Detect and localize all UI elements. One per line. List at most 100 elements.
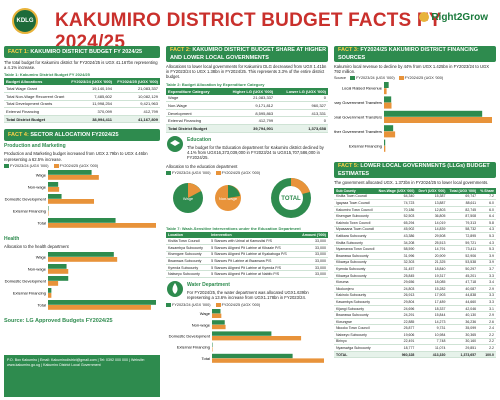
table-cell: 7.2	[478, 193, 496, 201]
table-cell: 32,303	[376, 259, 417, 267]
table-row: Kasambya Subcounty 5 Stances Aligned Pit …	[166, 244, 328, 252]
table-cell: 25,845	[376, 272, 417, 280]
education-text: The budget for the Education department …	[187, 144, 324, 160]
table-row: Total District Budget 39,794,901 1,373,658	[166, 124, 328, 133]
table-cell: 5 Stances with Urinal at Kamusiisi P/S	[209, 238, 298, 245]
table-row: Nyamarwa Town Council 58,590 14,791 73,411 5…	[334, 245, 496, 253]
table-cell: 12,803	[416, 206, 448, 214]
table-cell: 79,313	[447, 219, 479, 227]
table-cell: 35,099	[447, 324, 479, 333]
table-cell: 2.2	[478, 338, 496, 346]
wage-pie-slice	[188, 183, 201, 199]
category-label: Wage	[36, 254, 47, 259]
bar-fy2023-24-ugx-000-	[48, 217, 116, 223]
table-cell: 2.6	[478, 318, 496, 326]
legend-swatch	[398, 76, 404, 81]
table-cell: 3.9	[478, 252, 496, 260]
bar-fy2023-24-ugx-000-	[48, 181, 59, 187]
table-row: Bwanswa Subcounty 31,996 20,909 52,906 3.9	[334, 252, 496, 260]
production-text: Production and Marketing budget increase…	[4, 151, 148, 162]
table-header: % Share	[478, 187, 496, 194]
legend-source-label: Source	[334, 76, 347, 81]
table-cell: 13,887	[416, 199, 448, 207]
table-row: Non-Wage 9,171,812 960,327	[166, 101, 328, 110]
bar-fy2024-25-ugx-000-	[48, 304, 151, 310]
table-row: Wage 21,083,337 0	[166, 94, 328, 103]
pie-label: TOTAL	[281, 196, 301, 202]
table-cell: 18,840	[416, 265, 448, 273]
bar-fy2023-24-ugx-000-	[48, 287, 52, 293]
table-cell: Kiwuma	[334, 278, 377, 286]
legend-swatch	[166, 303, 171, 308]
fact3-bar: FACT 3: FY2024/25 KAKUMIRO DISTRICT FINA…	[334, 46, 496, 62]
bar-fy2023-24-ugx-000-	[212, 320, 225, 325]
category-label: Total	[38, 220, 47, 225]
fact5-text: The government allocated UGX. 1.373bn in…	[334, 180, 489, 186]
table-cell: 5.8	[478, 219, 496, 227]
bar-fy2024-25-ugx-000-	[48, 256, 118, 262]
bar-fy2023-24-ugx-000-	[48, 169, 92, 175]
table-cell: External Financing	[4, 107, 69, 116]
table-cell: Nkooko Town Council	[334, 324, 377, 333]
table-row: Kasambya Subcounty 29,804 17,489 44,660 3.3	[334, 298, 496, 306]
production-title: Production and Marketing	[4, 143, 66, 150]
table-cell: 33,000	[297, 251, 328, 259]
table-cell: 38,994,411	[68, 115, 114, 124]
category-label: Domestic Development	[5, 196, 47, 201]
table-row: Birinyo 22,491 7,748 30,160 2.2	[334, 338, 496, 346]
table-row: Kisiita Town Council 5 Stances with Urina…	[166, 238, 328, 245]
table-cell: 412,799	[114, 107, 160, 116]
table-cell: 18,777	[376, 344, 417, 352]
table-cell: Bwanswa Subcounty	[166, 257, 210, 265]
table-cell: 3.9	[478, 259, 496, 267]
table-cell: 11,998,254	[68, 100, 114, 109]
fact2-bar: FACT 2: KAKUMIRO DISTRICT BUDGET SHARE A…	[166, 46, 328, 62]
bar-fy2023-24-ugx-000-	[48, 251, 114, 257]
table-cell: 45,902	[376, 226, 417, 234]
table-cell: Kisiita Town Council	[334, 193, 377, 201]
table-cell: 15,282	[416, 285, 448, 293]
table-cell: 370,099	[68, 107, 114, 116]
table-cell: 40,130	[447, 311, 479, 319]
table-cell: 33,000	[297, 238, 328, 245]
table-header: FY2023/24 (UGX '000)	[68, 78, 114, 86]
table-cell: 19,606	[376, 331, 417, 339]
bar-a	[384, 140, 386, 147]
table-cell: Non-Wage	[166, 101, 222, 110]
table-row: Nkokonjeru 24,803 15,282 40,087 2.9	[334, 285, 496, 293]
water-legend: FY2023/24 (UGX '000) FY2024/25 (UGX '000…	[166, 303, 328, 308]
table-cell: Bwanswa Subcounty	[334, 252, 377, 260]
table-cell: 20,909	[416, 252, 448, 260]
bar-fy2024-25-ugx-000-	[212, 313, 222, 319]
table-cell: 7,748	[416, 338, 448, 346]
table-cell: 70,186	[376, 206, 417, 214]
table-cell: 41,167,809	[114, 115, 160, 124]
legend-label: FY2023/24 (UGX '000)	[10, 163, 49, 168]
table-cell: Total District Budget	[166, 124, 222, 133]
table-cell: Nyamarwa Town Council	[334, 245, 377, 253]
education-pies: Wage Non-wage TOTAL	[173, 178, 311, 219]
table-cell: 29,851	[447, 344, 479, 352]
table-cell: 960,328	[376, 351, 417, 359]
health-text: Allocation to the health department	[4, 243, 69, 249]
water-drop-icon	[167, 280, 183, 297]
table-cell: 17,489	[416, 298, 448, 306]
table-row: Kisengwe Subcounty 52,503 36,805 87,508 6.4	[334, 212, 496, 220]
table-cell: 64,340	[376, 193, 417, 201]
table-cell: 4.3	[478, 226, 496, 234]
table-cell: 36,236	[447, 318, 479, 326]
table-cell: Kijangi Subcounty	[334, 305, 377, 313]
district-logo: KDLG	[12, 8, 38, 34]
table-cell: 14,791	[416, 245, 448, 253]
category-label: Other Government Transfers	[334, 129, 382, 134]
table-cell: 44,660	[447, 298, 479, 306]
total-pie-slice	[291, 178, 310, 195]
table-cell: 21,083,337	[114, 85, 160, 94]
table-cell: Total Development Grants	[4, 100, 69, 109]
table-cell: 18,337	[416, 305, 448, 313]
table-row: Kijangi Subcounty 24,696 18,337 42,046 3.1	[334, 305, 496, 313]
table-header: Budget Allocations	[4, 78, 69, 86]
bar-fy2023-24-ugx-000-	[212, 342, 213, 348]
table-cell: 14,273	[416, 318, 448, 326]
table-header: Dev't (UGX '000)	[416, 187, 448, 194]
